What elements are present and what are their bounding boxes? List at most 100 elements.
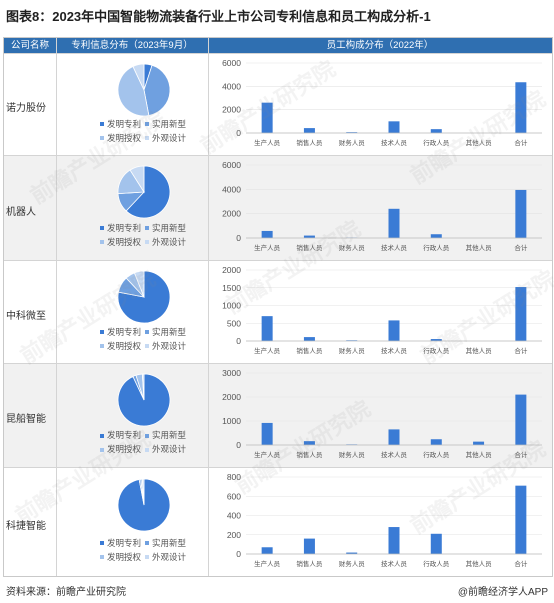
- legend-line: 发明专利 实用新型: [100, 325, 186, 339]
- x-tick-label: 合计: [514, 450, 528, 459]
- bar: [303, 337, 315, 341]
- patent-legend: 发明专利 实用新型 发明授权 外观设计: [100, 117, 186, 145]
- x-tick-label: 技术人员: [381, 346, 408, 355]
- pie-slice: [141, 478, 145, 505]
- x-tick-label: 财务人员: [339, 243, 366, 252]
- x-tick-label: 技术人员: [381, 559, 408, 568]
- company-name: 机器人: [6, 206, 36, 218]
- bar: [303, 128, 315, 133]
- legend-swatch: [100, 122, 104, 127]
- legend-swatch: [145, 330, 150, 335]
- y-tick-label: 0: [236, 336, 241, 346]
- x-tick-label: 其他人员: [466, 243, 493, 252]
- staff-bar-chart: 3000 2000 1000 0 生产人员 销售人员 财务人员 技术人员 行政人员 其他人员 合计: [222, 368, 542, 459]
- legend-swatch: [145, 554, 150, 559]
- legend-label: 发明授权: [107, 444, 142, 455]
- legend-line: 发明授权 外观设计: [100, 339, 186, 353]
- company-row: 中科微至 发明专利 实用新型 发明授权 外观设计 2000 1500 1000 500 0 生产人员…: [4, 260, 552, 363]
- x-tick-label: 行政人员: [423, 450, 450, 459]
- x-tick-label: 合计: [514, 138, 528, 147]
- legend-swatch: [145, 433, 150, 438]
- y-tick-label: 1000: [222, 301, 241, 311]
- bar: [515, 485, 527, 554]
- x-tick-label: 其他人员: [466, 559, 493, 568]
- legend-swatch: [145, 540, 150, 545]
- bar: [430, 339, 442, 341]
- y-tick-label: 2000: [222, 265, 241, 275]
- x-tick-label: 技术人员: [381, 138, 408, 147]
- patent-legend: 发明专利 实用新型 发明授权 外观设计: [100, 221, 186, 249]
- y-tick-label: 3000: [222, 368, 241, 378]
- legend-swatch: [100, 344, 104, 349]
- pie-slice: [141, 373, 145, 401]
- y-tick-label: 200: [227, 530, 241, 540]
- bar: [473, 441, 485, 445]
- company-table: 公司名称 专利信息分布（2023年9月） 员工构成分布（2022年） 诺力股份发…: [3, 37, 553, 577]
- bar: [303, 538, 315, 554]
- legend-label: 外观设计: [152, 133, 187, 144]
- legend-swatch: [100, 240, 104, 245]
- y-tick-label: 800: [227, 472, 241, 482]
- legend-label: 实用新型: [152, 119, 187, 130]
- patent-legend: 发明专利 实用新型 发明授权 外观设计: [100, 325, 186, 353]
- y-tick-label: 2000: [222, 105, 241, 115]
- legend-line: 发明授权 外观设计: [100, 235, 186, 249]
- pie-slice: [117, 270, 171, 324]
- company-name: 昆船智能: [6, 414, 46, 425]
- bar: [261, 230, 273, 238]
- x-tick-label: 其他人员: [466, 138, 493, 147]
- x-tick-label: 技术人员: [381, 450, 408, 459]
- y-tick-label: 0: [236, 440, 241, 450]
- company-row: 机器人 发明专利 实用新型 发明授权 外观设计 6000 4000 2000 0 生产人员 销售人员…: [4, 155, 552, 260]
- legend-line: 发明专利 实用新型: [100, 536, 186, 550]
- legend-swatch: [100, 330, 104, 335]
- bar: [261, 316, 273, 341]
- x-tick-label: 合计: [514, 243, 528, 252]
- x-tick-label: 其他人员: [466, 450, 493, 459]
- x-tick-label: 行政人员: [423, 559, 450, 568]
- bar: [388, 320, 400, 341]
- bar: [388, 208, 400, 238]
- page-title: 图表8：2023年中国智能物流装备行业上市公司专利信息和员工构成分析-1: [6, 9, 431, 24]
- legend-line: 发明授权 外观设计: [100, 131, 186, 145]
- x-tick-label: 合计: [514, 346, 528, 355]
- legend-swatch: [100, 433, 104, 438]
- legend-label: 发明授权: [107, 340, 142, 351]
- bar: [388, 121, 400, 133]
- x-tick-label: 销售人员: [296, 346, 323, 355]
- legend-line: 发明专利 实用新型: [100, 221, 186, 235]
- staff-bar-chart: 6000 4000 2000 0 生产人员 销售人员 财务人员 技术人员 行政人员 其他人员 合计: [222, 58, 542, 147]
- pie-slice: [132, 63, 145, 91]
- bar: [346, 552, 358, 554]
- x-tick-label: 行政人员: [423, 138, 450, 147]
- patent-pie: [117, 270, 171, 324]
- x-tick-label: 销售人员: [296, 138, 323, 147]
- x-tick-label: 生产人员: [254, 243, 281, 252]
- x-tick-label: 其他人员: [466, 346, 493, 355]
- column-divider: [56, 38, 57, 576]
- bar: [303, 235, 315, 238]
- y-tick-label: 600: [227, 491, 241, 501]
- company-row: 昆船智能 发明专利 实用新型 发明授权 外观设计 3000 2000 1000 0 生产人员 销售人…: [4, 363, 552, 467]
- y-tick-label: 4000: [222, 184, 241, 194]
- legend-line: 发明授权 外观设计: [100, 442, 186, 456]
- patent-legend: 发明专利 实用新型 发明授权 外观设计: [100, 428, 186, 456]
- legend-swatch: [145, 136, 150, 141]
- legend-swatch: [100, 136, 104, 141]
- x-tick-label: 生产人员: [254, 559, 281, 568]
- x-tick-label: 销售人员: [296, 450, 323, 459]
- legend-label: 外观设计: [152, 551, 187, 562]
- legend-label: 发明专利: [107, 223, 142, 234]
- x-tick-label: 生产人员: [254, 346, 281, 355]
- bar: [515, 82, 527, 133]
- legend-line: 发明专利 实用新型: [100, 428, 186, 442]
- bar: [430, 439, 442, 445]
- y-tick-label: 6000: [222, 58, 241, 68]
- legend-swatch: [100, 226, 104, 231]
- legend-label: 外观设计: [152, 340, 187, 351]
- x-tick-label: 财务人员: [339, 138, 366, 147]
- y-tick-label: 0: [236, 549, 241, 559]
- legend-line: 发明授权 外观设计: [100, 550, 186, 564]
- x-tick-label: 生产人员: [254, 138, 281, 147]
- bar: [346, 132, 358, 133]
